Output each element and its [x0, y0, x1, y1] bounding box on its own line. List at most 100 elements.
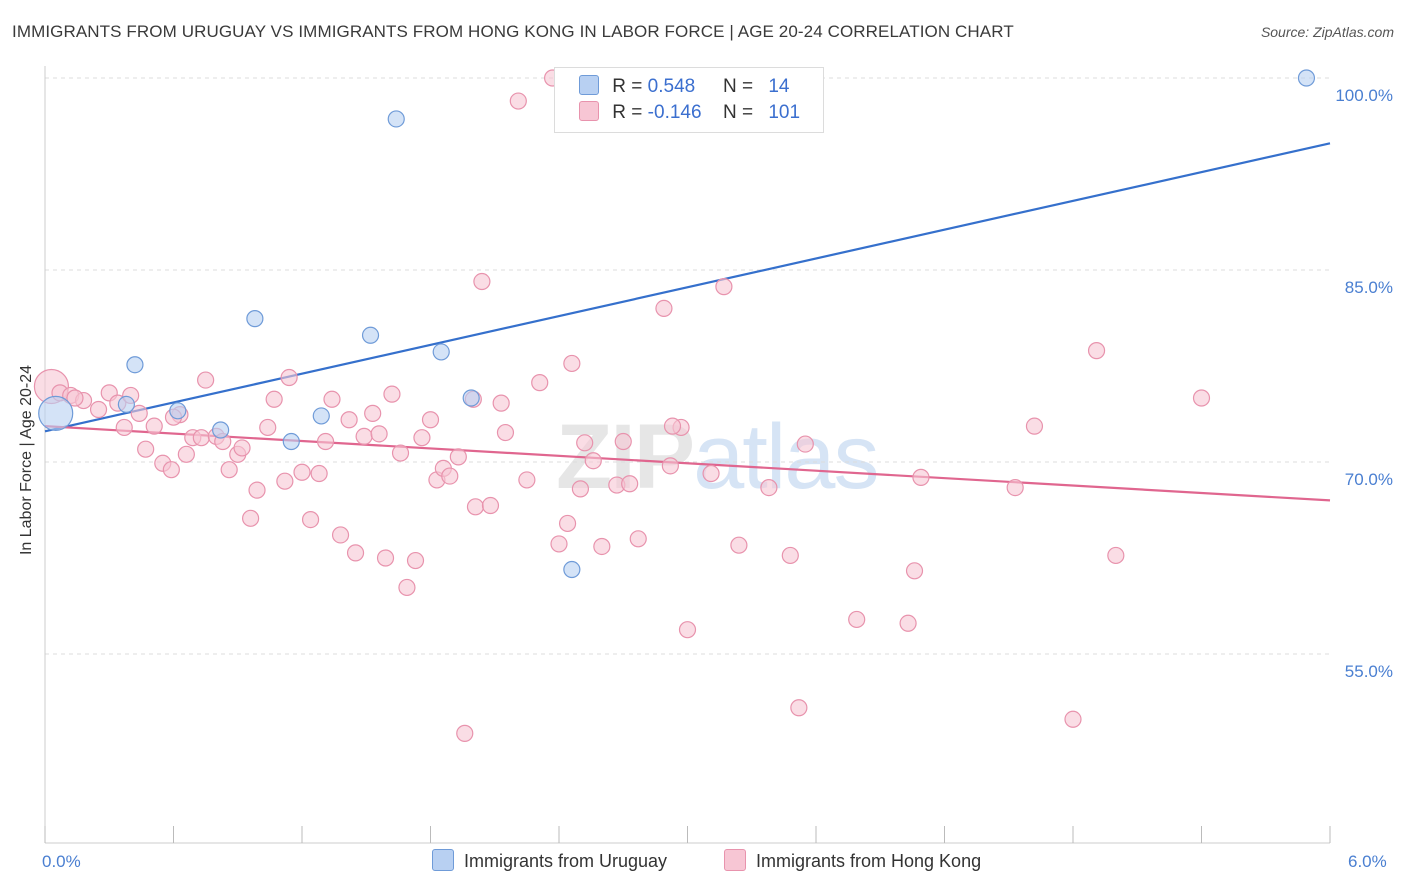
point-hongkong: [481, 496, 500, 515]
bottom-legend-label-uruguay: Immigrants from Uruguay: [464, 851, 668, 871]
legend-r-label: R =: [612, 76, 643, 97]
point-hongkong: [233, 439, 251, 457]
point-hongkong: [1064, 710, 1082, 728]
point-hongkong: [449, 448, 467, 466]
point-hongkong: [115, 418, 133, 437]
point-hongkong: [1192, 389, 1211, 407]
point-hongkong: [509, 92, 527, 110]
point-hongkong: [137, 440, 155, 458]
point-hongkong: [259, 418, 277, 437]
point-uruguay: [212, 421, 230, 439]
point-hongkong: [593, 537, 611, 556]
legend-r-value-uruguay: 0.548: [647, 76, 696, 97]
point-uruguay: [312, 407, 330, 425]
stats-legend: R = 0.548 N = 14 R = -0.146 N = 101: [554, 67, 824, 133]
legend-r-label: R =: [612, 102, 643, 123]
point-uruguay: [462, 389, 480, 407]
point-hongkong: [661, 457, 679, 475]
point-hongkong: [323, 390, 341, 408]
point-hongkong: [355, 427, 373, 445]
y-tick-label: 70.0%: [1344, 470, 1393, 489]
point-hongkong: [655, 299, 673, 317]
bottom-legend-hongkong: Immigrants from Hong Kong: [724, 849, 982, 873]
point-hongkong: [790, 699, 808, 717]
point-hongkong: [276, 472, 294, 490]
point-uruguay: [432, 343, 450, 361]
point-hongkong: [248, 481, 266, 499]
point-hongkong: [531, 374, 549, 392]
point-hongkong: [331, 526, 350, 544]
point-hongkong: [715, 278, 733, 296]
point-hongkong: [220, 461, 238, 479]
legend-n-value-uruguay: 14: [768, 76, 790, 97]
trend-line-uruguay: [44, 142, 1331, 433]
point-hongkong: [441, 467, 459, 485]
legend-swatch-hongkong: [579, 100, 599, 121]
y-tick-label: 100.0%: [1335, 86, 1393, 105]
x-tick-label-min: 0.0%: [42, 852, 81, 871]
point-hongkong: [391, 444, 410, 462]
point-hongkong: [280, 368, 298, 387]
point-hongkong: [456, 724, 474, 742]
point-uruguay: [563, 560, 581, 579]
bottom-legend-swatch-uruguay: [432, 849, 454, 872]
point-hongkong: [781, 546, 799, 565]
watermark-atlas: atlas: [693, 406, 879, 508]
point-hongkong: [413, 429, 431, 447]
point-hongkong: [563, 354, 581, 373]
y-axis-label: In Labor Force | Age 20-24: [18, 364, 35, 556]
point-hongkong: [370, 425, 388, 443]
point-hongkong: [571, 480, 590, 498]
point-hongkong: [398, 578, 416, 597]
source-credit: Source: ZipAtlas.com: [1260, 24, 1394, 40]
point-hongkong: [301, 510, 320, 529]
point-hongkong: [912, 468, 930, 486]
legend-r-value-hongkong: -0.146: [647, 102, 702, 123]
point-uruguay: [1297, 69, 1316, 87]
point-hongkong: [376, 549, 395, 567]
point-hongkong: [905, 562, 924, 580]
point-hongkong: [1025, 417, 1044, 435]
point-hongkong: [614, 432, 632, 451]
point-uruguay: [246, 310, 264, 328]
legend-n-label: N =: [722, 102, 754, 123]
point-hongkong: [584, 452, 602, 470]
point-hongkong: [192, 429, 210, 447]
point-hongkong: [364, 404, 382, 422]
data-points: [33, 69, 1316, 742]
point-hongkong: [1087, 342, 1106, 360]
point-hongkong: [1006, 479, 1024, 497]
point-hongkong: [629, 530, 647, 548]
point-hongkong: [242, 509, 260, 527]
legend-n-value-hongkong: 101: [768, 102, 801, 123]
point-hongkong: [340, 411, 358, 429]
trend-line-hongkong: [44, 425, 1331, 502]
point-hongkong: [899, 614, 917, 632]
point-hongkong: [145, 417, 163, 435]
point-hongkong: [678, 621, 697, 639]
bottom-legend-label-hongkong: Immigrants from Hong Kong: [756, 851, 982, 871]
point-hongkong: [406, 551, 425, 570]
point-hongkong: [293, 463, 311, 481]
point-hongkong: [760, 479, 778, 497]
point-hongkong: [197, 371, 215, 389]
trend-lines: [44, 142, 1331, 502]
point-hongkong: [558, 514, 577, 533]
point-uruguay: [361, 326, 380, 344]
point-uruguay: [38, 395, 74, 431]
legend-n-label: N =: [722, 76, 754, 97]
legend-row-hongkong: R = -0.146 N = 101: [579, 100, 801, 124]
point-hongkong: [621, 475, 639, 493]
point-hongkong: [796, 435, 814, 453]
point-uruguay: [126, 356, 144, 374]
y-tick-label: 85.0%: [1344, 278, 1393, 297]
point-hongkong: [576, 434, 594, 452]
point-hongkong: [265, 390, 283, 408]
point-hongkong: [848, 610, 866, 629]
point-uruguay: [117, 395, 135, 413]
point-hongkong: [89, 400, 108, 419]
point-hongkong: [130, 404, 148, 422]
point-hongkong: [177, 445, 195, 463]
point-uruguay: [169, 402, 187, 420]
